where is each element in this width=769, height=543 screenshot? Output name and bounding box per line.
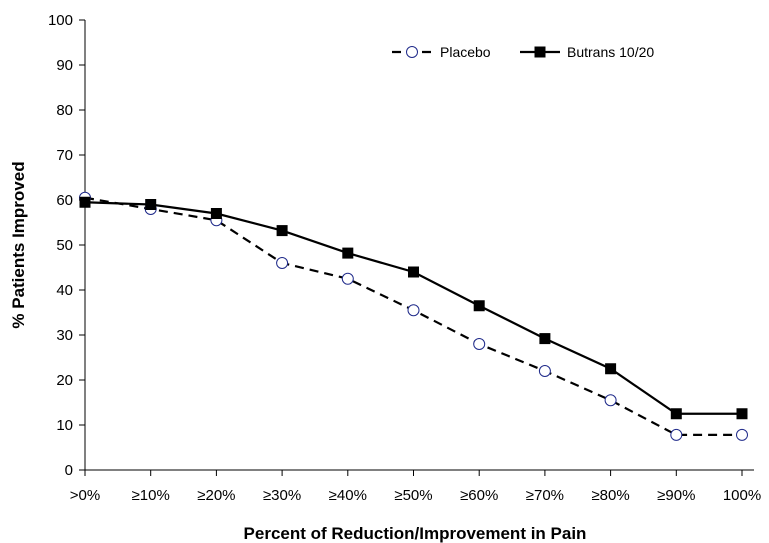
- x-tick-label: ≥30%: [263, 487, 301, 504]
- legend: Placebo Butrans 10/20: [392, 44, 654, 60]
- butrans-point: [408, 266, 419, 278]
- series-layer: [79, 191, 748, 441]
- legend-butrans-label: Butrans 10/20: [567, 44, 654, 60]
- y-tick-label: 10: [56, 417, 73, 434]
- y-tick-label: 70: [56, 147, 73, 164]
- legend-butrans-marker: [534, 46, 546, 58]
- placebo-point: [341, 272, 354, 285]
- y-tick-label: 100: [48, 12, 73, 29]
- axes: [84, 20, 754, 471]
- x-tick-label: ≥60%: [460, 487, 498, 504]
- placebo-point: [538, 365, 551, 377]
- y-axis-ticks: 0 10 20 30 40 50 60 70 80 90 100: [48, 12, 85, 479]
- x-tick-label: ≥10%: [132, 487, 170, 504]
- y-tick-label: 30: [56, 327, 73, 344]
- legend-placebo-label: Placebo: [440, 44, 491, 60]
- placebo-point: [276, 257, 289, 269]
- x-tick-label: ≥80%: [591, 487, 629, 504]
- butrans-point: [342, 247, 354, 259]
- x-tick-label: ≥40%: [329, 487, 367, 504]
- legend-placebo-marker: [406, 46, 418, 58]
- placebo-point: [604, 394, 617, 407]
- y-tick-label: 50: [56, 237, 73, 254]
- butrans-point: [670, 408, 682, 420]
- y-tick-label: 60: [56, 192, 73, 209]
- placebo-point: [407, 304, 420, 317]
- x-tick-label: ≥20%: [197, 487, 235, 504]
- x-axis-title: Percent of Reduction/Improvement in Pain: [244, 524, 587, 543]
- placebo-point: [473, 338, 486, 350]
- placebo-point: [670, 428, 683, 441]
- butrans-point: [79, 196, 91, 208]
- butrans-point: [539, 333, 551, 345]
- butrans-point: [276, 225, 288, 237]
- y-tick-label: 40: [56, 282, 73, 299]
- x-tick-label: ≥90%: [657, 487, 695, 504]
- x-tick-label: 100%: [723, 487, 761, 504]
- y-tick-label: 20: [56, 372, 73, 389]
- x-axis-ticks: >0% ≥10% ≥20% ≥30% ≥40% ≥50% ≥60% ≥70% ≥80% ≥90% 1…: [70, 470, 761, 504]
- butrans-point: [210, 208, 222, 219]
- placebo-point: [736, 428, 748, 441]
- butrans-point: [605, 363, 617, 375]
- x-tick-label: ≥70%: [526, 487, 564, 504]
- y-tick-label: 90: [56, 57, 73, 74]
- y-tick-label: 0: [65, 462, 73, 479]
- y-tick-label: 80: [56, 102, 73, 119]
- x-tick-label: ≥50%: [394, 487, 432, 504]
- x-tick-label: >0%: [70, 487, 100, 504]
- butrans-point: [473, 300, 485, 312]
- series-line-placebo: [84, 196, 742, 436]
- y-axis-title: % Patients Improved: [9, 161, 28, 328]
- butrans-point: [736, 408, 748, 420]
- butrans-point: [145, 199, 157, 210]
